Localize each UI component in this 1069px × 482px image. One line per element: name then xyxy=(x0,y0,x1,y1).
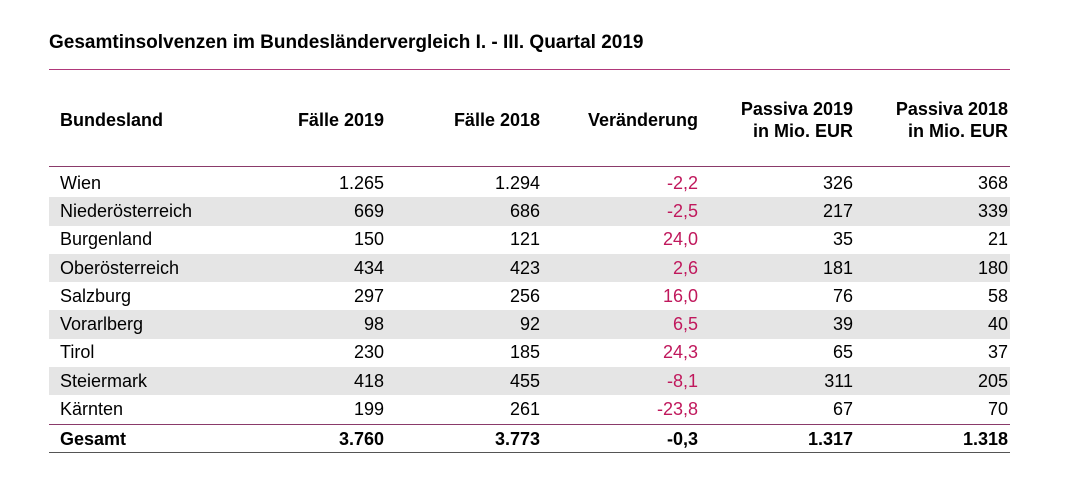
row-name: Salzburg xyxy=(60,285,132,306)
row-veraenderung: 24,3 xyxy=(662,342,698,363)
row-veraenderung: 16,0 xyxy=(662,285,698,306)
row-passiva-2019: 311 xyxy=(824,370,853,391)
row-faelle-2019: 230 xyxy=(353,342,384,363)
row-passiva-2018: 180 xyxy=(977,257,1008,278)
row-passiva-2018: 368 xyxy=(977,172,1008,193)
total-passiva-2019: 1.317 xyxy=(807,428,853,449)
table-row: Oberösterreich 434 423 2,6 181 180 xyxy=(49,253,1010,283)
row-faelle-2019: 1.265 xyxy=(338,172,384,193)
table-row: Tirol 230 185 24,3 65 37 xyxy=(49,339,1010,367)
table-title: Gesamtinsolvenzen im Bundesländerverglei… xyxy=(49,32,644,53)
row-passiva-2018: 21 xyxy=(987,229,1008,250)
table-row: Steiermark 418 455 -8,1 311 205 xyxy=(49,367,1010,396)
header-passiva-2018: Passiva 2018 in Mio. EUR xyxy=(853,98,1008,142)
total-faelle-2019: 3.760 xyxy=(338,428,384,449)
row-faelle-2018: 1.294 xyxy=(494,172,540,193)
row-passiva-2019: 181 xyxy=(822,257,853,278)
header-faelle-2019: Fälle 2019 xyxy=(297,109,384,130)
table-row: Kärnten 199 261 -23,8 67 70 xyxy=(49,395,1010,423)
row-faelle-2018: 455 xyxy=(509,370,540,391)
row-passiva-2018: 58 xyxy=(987,285,1008,306)
total-row: Gesamt 3.760 3.773 -0,3 1.317 1.318 xyxy=(49,426,1010,452)
row-passiva-2019: 39 xyxy=(832,314,853,335)
row-veraenderung: -8,1 xyxy=(666,370,698,391)
row-passiva-2018: 70 xyxy=(987,399,1008,420)
row-veraenderung: -2,5 xyxy=(666,200,698,221)
row-passiva-2019: 35 xyxy=(832,229,853,250)
title-divider xyxy=(49,69,1010,70)
row-passiva-2019: 65 xyxy=(832,342,853,363)
table-row: Vorarlberg 98 92 6,5 39 40 xyxy=(49,310,1010,339)
row-faelle-2018: 256 xyxy=(509,285,540,306)
row-faelle-2018: 261 xyxy=(509,399,540,420)
header-passiva-2018-line2: in Mio. EUR xyxy=(908,121,1008,141)
row-name: Vorarlberg xyxy=(60,314,144,335)
row-veraenderung: -23,8 xyxy=(656,399,698,420)
row-faelle-2019: 98 xyxy=(363,314,384,335)
row-veraenderung: 6,5 xyxy=(672,314,698,335)
row-passiva-2018: 40 xyxy=(987,314,1008,335)
total-name: Gesamt xyxy=(60,428,127,449)
row-name: Steiermark xyxy=(60,370,148,391)
row-faelle-2019: 418 xyxy=(353,370,384,391)
header-divider xyxy=(49,166,1010,167)
table-body: Wien 1.265 1.294 -2,2 326 368 Niederöste… xyxy=(49,169,1010,424)
total-veraenderung: -0,3 xyxy=(666,428,698,449)
row-faelle-2018: 423 xyxy=(509,257,540,278)
row-name: Burgenland xyxy=(60,229,153,250)
table-header: Bundesland Fälle 2019 Fälle 2018 Verände… xyxy=(49,92,1010,148)
row-faelle-2019: 434 xyxy=(353,257,384,278)
row-veraenderung: 2,6 xyxy=(672,257,698,278)
table-row: Salzburg 297 256 16,0 76 58 xyxy=(49,282,1010,310)
header-faelle-2018: Fälle 2018 xyxy=(453,109,540,130)
row-faelle-2019: 297 xyxy=(353,285,384,306)
row-faelle-2018: 121 xyxy=(509,229,540,250)
header-passiva-2019: Passiva 2019 in Mio. EUR xyxy=(698,98,853,142)
table-row: Burgenland 150 121 24,0 35 21 xyxy=(49,226,1010,254)
row-passiva-2018: 37 xyxy=(987,342,1008,363)
row-faelle-2018: 686 xyxy=(509,200,540,221)
row-passiva-2018: 205 xyxy=(977,370,1008,391)
row-faelle-2019: 669 xyxy=(353,200,384,221)
row-passiva-2019: 326 xyxy=(822,172,853,193)
header-passiva-2019-line2: in Mio. EUR xyxy=(753,121,853,141)
table-row: Wien 1.265 1.294 -2,2 326 368 xyxy=(49,169,1010,197)
row-faelle-2019: 150 xyxy=(353,229,384,250)
row-name: Wien xyxy=(60,172,102,193)
row-passiva-2019: 217 xyxy=(822,200,853,221)
row-veraenderung: 24,0 xyxy=(662,229,698,250)
row-name: Tirol xyxy=(60,342,95,363)
row-passiva-2019: 76 xyxy=(832,285,853,306)
header-veraenderung: Veränderung xyxy=(587,109,698,130)
bottom-divider xyxy=(49,452,1010,453)
total-faelle-2018: 3.773 xyxy=(494,428,540,449)
table-row: Niederösterreich 669 686 -2,5 217 339 xyxy=(49,197,1010,226)
row-veraenderung: -2,2 xyxy=(666,172,698,193)
header-bundesland: Bundesland xyxy=(60,109,164,130)
row-faelle-2018: 185 xyxy=(509,342,540,363)
row-faelle-2019: 199 xyxy=(353,399,384,420)
total-divider xyxy=(49,424,1010,425)
row-passiva-2018: 339 xyxy=(977,200,1008,221)
header-passiva-2018-line1: Passiva 2018 xyxy=(895,99,1008,119)
header-passiva-2019-line1: Passiva 2019 xyxy=(740,99,853,119)
row-name: Niederösterreich xyxy=(60,200,193,221)
total-passiva-2018: 1.318 xyxy=(962,428,1008,449)
row-name: Kärnten xyxy=(60,399,124,420)
row-name: Oberösterreich xyxy=(60,257,180,278)
row-passiva-2019: 67 xyxy=(832,399,853,420)
row-faelle-2018: 92 xyxy=(519,314,540,335)
